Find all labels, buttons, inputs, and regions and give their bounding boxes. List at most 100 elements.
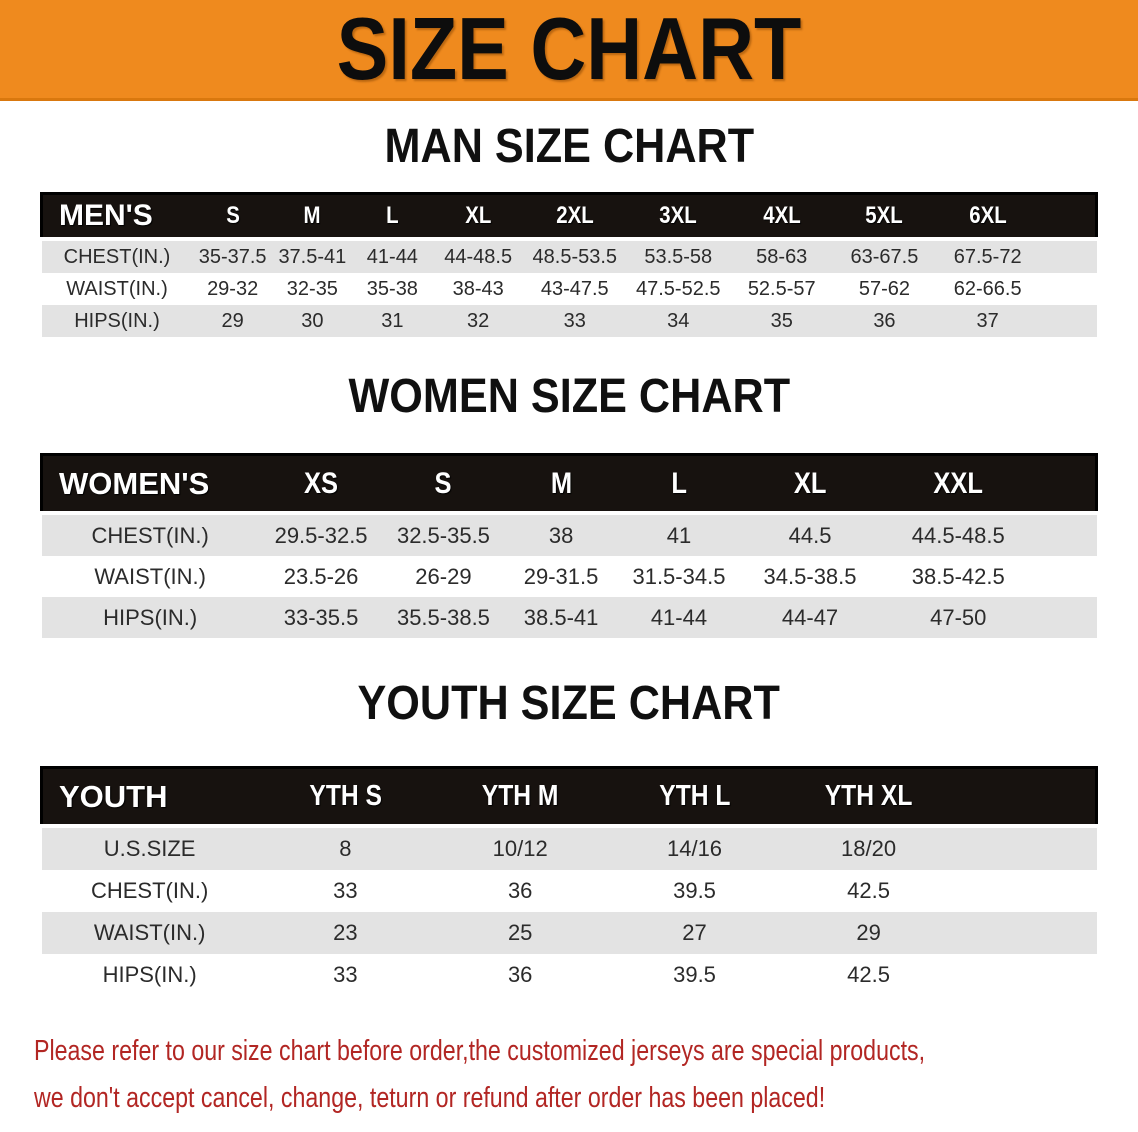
row-label: HIPS(IN.) bbox=[41, 305, 193, 337]
row-filler-cell bbox=[955, 870, 1097, 912]
size-value: 42.5 bbox=[781, 870, 956, 912]
size-value: 26-29 bbox=[383, 556, 504, 597]
size-value: 39.5 bbox=[607, 954, 782, 996]
table-row: HIPS(IN.) 29 30 31 32 33 34 35 36 37 bbox=[41, 305, 1097, 337]
footer-note-line-1: Please refer to our size chart before or… bbox=[34, 1035, 926, 1067]
size-value: 32.5-35.5 bbox=[383, 513, 504, 556]
row-filler-cell bbox=[1035, 556, 1097, 597]
size-value: 67.5-72 bbox=[935, 239, 1040, 273]
row-filler-cell bbox=[1039, 305, 1097, 337]
row-filler-cell bbox=[955, 826, 1097, 870]
man-section-heading: MAN SIZE CHART bbox=[0, 123, 1138, 171]
size-column-header: XXL bbox=[880, 453, 1036, 515]
size-value: 38.5-42.5 bbox=[880, 556, 1036, 597]
size-header-row: MEN'S S M L XL 2XL 3XL 4XL 5XL 6XL bbox=[39, 192, 1099, 241]
size-header-row: WOMEN'S XS S M L XL XXL bbox=[39, 453, 1098, 515]
size-value: 29.5-32.5 bbox=[258, 513, 384, 556]
size-value: 44-48.5 bbox=[432, 239, 524, 273]
size-value: 42.5 bbox=[781, 954, 956, 996]
row-label: U.S.SIZE bbox=[41, 826, 258, 870]
table-row: U.S.SIZE 8 10/12 14/16 18/20 bbox=[41, 826, 1097, 870]
size-column-header: M bbox=[503, 453, 619, 515]
row-label: HIPS(IN.) bbox=[41, 597, 259, 638]
footer-note-line-2: we don't accept cancel, change, teturn o… bbox=[34, 1082, 826, 1114]
size-value: 32 bbox=[432, 305, 524, 337]
size-value: 36 bbox=[432, 954, 608, 996]
row-label: CHEST(IN.) bbox=[41, 513, 259, 556]
size-value: 41-44 bbox=[351, 239, 433, 273]
size-value: 35.5-38.5 bbox=[383, 597, 504, 638]
size-value: 39.5 bbox=[607, 870, 782, 912]
row-label: HIPS(IN.) bbox=[41, 954, 258, 996]
size-value: 35-37.5 bbox=[192, 239, 273, 273]
size-value: 31 bbox=[351, 305, 433, 337]
size-value: 41 bbox=[618, 513, 740, 556]
size-column-header: L bbox=[618, 453, 740, 515]
size-value: 35-38 bbox=[351, 273, 433, 305]
size-column-header: 5XL bbox=[832, 192, 936, 241]
size-value: 38.5-41 bbox=[503, 597, 619, 638]
size-column-header: M bbox=[272, 192, 352, 241]
size-value: 8 bbox=[257, 826, 433, 870]
row-filler-cell bbox=[1035, 597, 1097, 638]
table-row: WAIST(IN.) 23 25 27 29 bbox=[41, 912, 1097, 954]
size-value: 18/20 bbox=[781, 826, 956, 870]
size-value: 57-62 bbox=[832, 273, 936, 305]
size-column-header: YTH S bbox=[257, 766, 433, 828]
size-value: 32-35 bbox=[272, 273, 352, 305]
youth-size-table: YOUTH YTH S YTH M YTH L YTH XL U.S.SIZE 8 10/12… bbox=[39, 766, 1098, 996]
size-value: 10/12 bbox=[432, 826, 608, 870]
size-column-header: XL bbox=[739, 453, 881, 515]
size-column-header: XS bbox=[258, 453, 384, 515]
size-value: 27 bbox=[607, 912, 782, 954]
size-value: 47.5-52.5 bbox=[625, 273, 731, 305]
size-value: 23.5-26 bbox=[258, 556, 384, 597]
group-label: MEN'S bbox=[39, 192, 193, 241]
banner-title: SIZE CHART bbox=[336, 0, 802, 98]
table-row: HIPS(IN.) 33-35.5 35.5-38.5 38.5-41 41-44 44-… bbox=[41, 597, 1097, 638]
size-column-header: L bbox=[351, 192, 433, 241]
size-value: 36 bbox=[832, 305, 936, 337]
row-filler-cell bbox=[955, 912, 1097, 954]
size-column-header: YTH L bbox=[607, 766, 782, 828]
header-filler-cell bbox=[955, 766, 1098, 828]
youth-section-heading-text: YOUTH SIZE CHART bbox=[357, 677, 781, 730]
group-label: WOMEN'S bbox=[39, 453, 259, 515]
row-label: CHEST(IN.) bbox=[41, 239, 193, 273]
women-section-heading: WOMEN SIZE CHART bbox=[0, 373, 1138, 421]
size-value: 63-67.5 bbox=[832, 239, 936, 273]
size-value: 29-31.5 bbox=[503, 556, 619, 597]
size-column-header: YTH XL bbox=[781, 766, 956, 828]
size-value: 29-32 bbox=[192, 273, 273, 305]
size-value: 37 bbox=[935, 305, 1040, 337]
size-value: 29 bbox=[781, 912, 956, 954]
women-section-heading-text: WOMEN SIZE CHART bbox=[348, 370, 790, 423]
size-column-header: S bbox=[192, 192, 273, 241]
youth-section-heading: YOUTH SIZE CHART bbox=[0, 680, 1138, 728]
size-column-header: 2XL bbox=[523, 192, 626, 241]
size-value: 36 bbox=[432, 870, 608, 912]
size-column-header: YTH M bbox=[432, 766, 608, 828]
size-value: 35 bbox=[730, 305, 833, 337]
size-value: 33 bbox=[257, 870, 433, 912]
header-filler-cell bbox=[1035, 453, 1098, 515]
table-row: WAIST(IN.) 29-32 32-35 35-38 38-43 43-47.5 47.… bbox=[41, 273, 1097, 305]
table-row: HIPS(IN.) 33 36 39.5 42.5 bbox=[41, 954, 1097, 996]
size-value: 58-63 bbox=[730, 239, 833, 273]
size-column-header: XL bbox=[432, 192, 524, 241]
size-value: 43-47.5 bbox=[523, 273, 626, 305]
size-column-header: 4XL bbox=[730, 192, 833, 241]
size-value: 44.5 bbox=[739, 513, 881, 556]
size-value: 41-44 bbox=[618, 597, 740, 638]
footer-note: Please refer to our size chart before or… bbox=[0, 1028, 1138, 1122]
size-value: 34 bbox=[625, 305, 731, 337]
women-size-table: WOMEN'S XS S M L XL XXL CHEST(IN.) 29.5-32.5 32.5… bbox=[39, 453, 1098, 638]
size-value: 33 bbox=[257, 954, 433, 996]
size-value: 30 bbox=[272, 305, 352, 337]
row-filler-cell bbox=[955, 954, 1097, 996]
row-filler-cell bbox=[1035, 513, 1097, 556]
table-row: WAIST(IN.) 23.5-26 26-29 29-31.5 31.5-34.5 34… bbox=[41, 556, 1097, 597]
size-value: 38 bbox=[503, 513, 619, 556]
row-label: WAIST(IN.) bbox=[41, 273, 193, 305]
size-value: 52.5-57 bbox=[730, 273, 833, 305]
